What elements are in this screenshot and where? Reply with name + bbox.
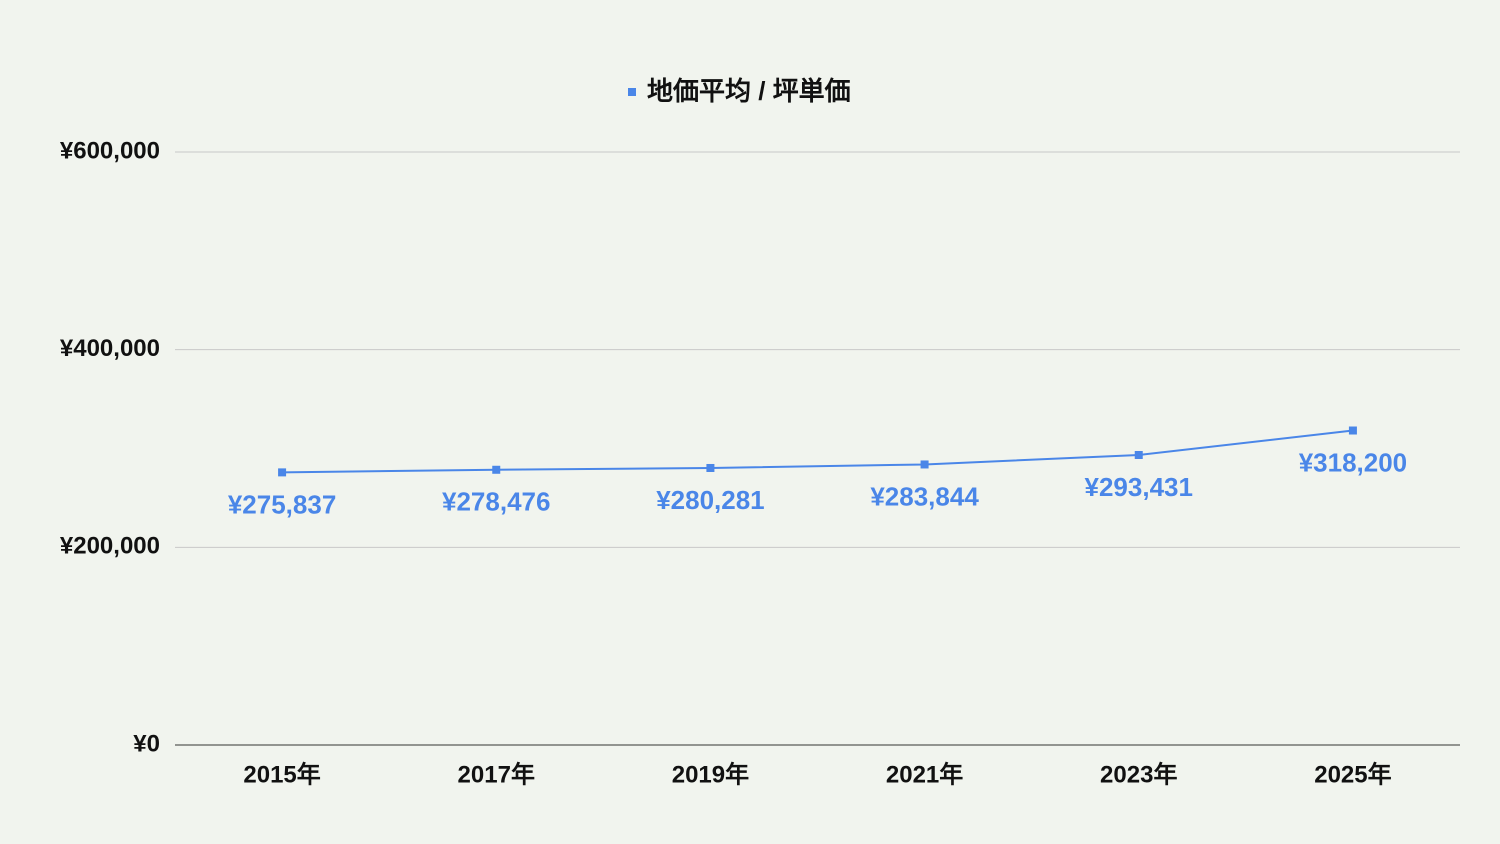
x-tick-label: 2015年 xyxy=(243,760,320,788)
y-tick-label: ¥400,000 xyxy=(60,335,160,362)
data-label: ¥283,844 xyxy=(870,481,979,511)
legend-marker xyxy=(628,88,636,96)
data-point xyxy=(492,465,501,474)
data-point xyxy=(706,463,715,472)
data-label: ¥318,200 xyxy=(1299,447,1407,477)
y-tick-label: ¥200,000 xyxy=(60,533,160,560)
data-label: ¥278,476 xyxy=(442,487,550,517)
x-tick-label: 2019年 xyxy=(672,760,749,788)
data-label: ¥275,837 xyxy=(228,489,336,519)
data-point xyxy=(1348,426,1357,435)
y-tick-label: ¥0 xyxy=(133,730,160,757)
data-label: ¥293,431 xyxy=(1085,472,1193,502)
data-label: ¥280,281 xyxy=(656,485,764,515)
legend-label: 地価平均 / 坪単価 xyxy=(647,76,851,106)
data-point xyxy=(920,460,929,469)
series-line xyxy=(282,429,1354,474)
x-tick-label: 2023年 xyxy=(1100,760,1177,788)
x-tick-label: 2025年 xyxy=(1314,760,1391,788)
data-point xyxy=(278,468,287,477)
data-point xyxy=(1134,450,1143,459)
x-tick-label: 2021年 xyxy=(886,760,963,788)
y-tick-label: ¥600,000 xyxy=(60,137,160,164)
x-tick-label: 2017年 xyxy=(458,760,535,788)
